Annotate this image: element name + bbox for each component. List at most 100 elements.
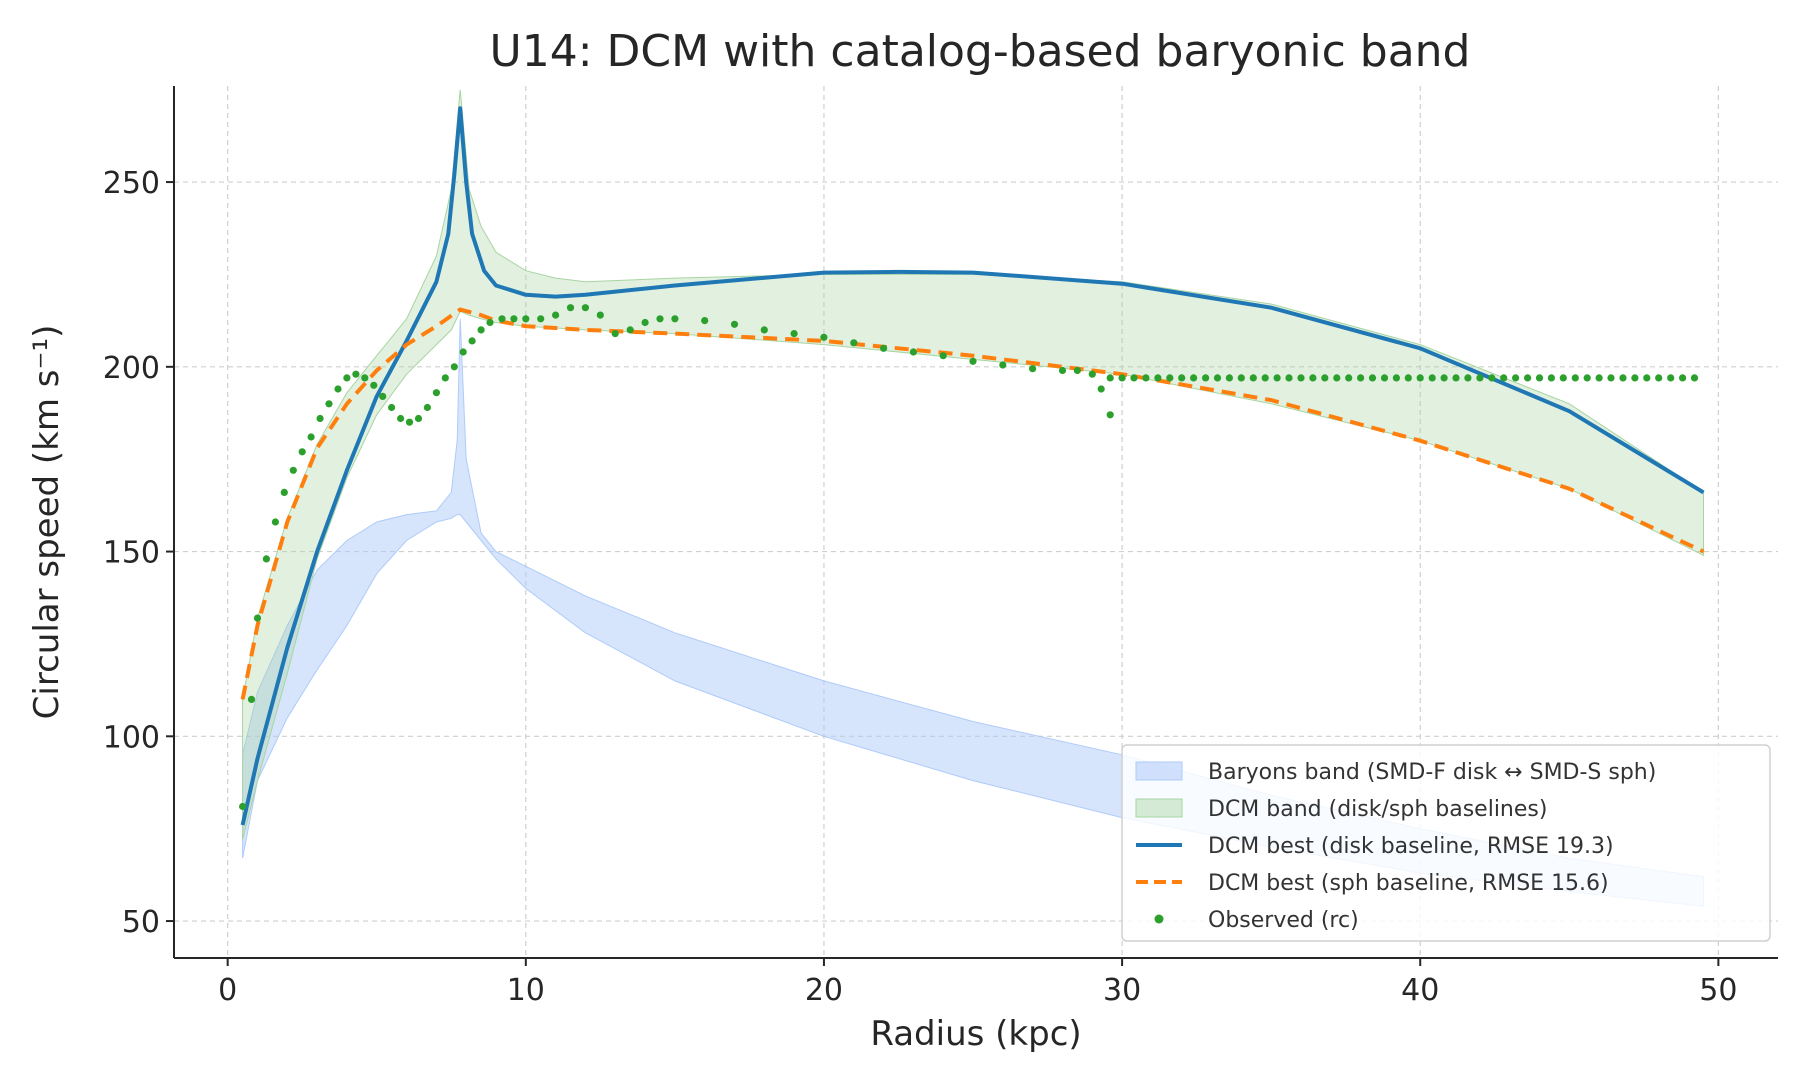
observed-point	[850, 339, 858, 347]
observed-point	[1088, 370, 1096, 378]
observed-point	[552, 311, 560, 319]
observed-point	[1166, 374, 1174, 382]
legend-label-dcm-disk: DCM best (disk baseline, RMSE 19.3)	[1208, 834, 1614, 859]
observed-point	[298, 448, 306, 456]
observed-point	[307, 433, 315, 441]
x-axis-label: Radius (kpc)	[870, 1014, 1081, 1054]
observed-point	[459, 348, 467, 356]
observed-point	[1476, 374, 1484, 382]
observed-point	[397, 414, 405, 423]
observed-point	[596, 311, 604, 319]
observed-point	[1452, 374, 1460, 382]
observed-point	[1130, 374, 1138, 382]
observed-point	[820, 333, 828, 341]
observed-point	[1106, 374, 1114, 382]
observed-point	[1488, 374, 1496, 382]
legend-swatch-dcm-band	[1135, 798, 1183, 818]
observed-point	[1178, 374, 1186, 382]
observed-point	[1321, 374, 1329, 382]
observed-point	[1500, 374, 1508, 382]
observed-point	[1428, 374, 1436, 382]
dcm-best-disk-line	[240, 106, 1705, 826]
observed-point	[760, 326, 768, 334]
observed-point	[626, 326, 634, 334]
observed-point	[656, 315, 664, 323]
observed-point	[1643, 374, 1651, 382]
observed-point	[1392, 374, 1400, 382]
legend-label-dcm-band: DCM band (disk/sph baselines)	[1208, 797, 1547, 822]
observed-point	[790, 330, 798, 338]
observed-point	[271, 518, 279, 526]
observed-point	[1345, 374, 1353, 382]
legend-swatch-baryons-band	[1135, 761, 1183, 781]
observed-point	[1667, 374, 1675, 382]
observed-point	[468, 337, 476, 345]
axis-ticks: 0 10 20 30 40 50 50 100 150 200 250	[103, 166, 1738, 1008]
observed-point	[1559, 374, 1567, 382]
observed-point	[566, 304, 575, 312]
observed-point	[450, 363, 458, 371]
observed-point	[671, 315, 679, 323]
observed-point	[280, 488, 288, 496]
observed-point	[253, 614, 262, 622]
observed-point	[1655, 374, 1663, 382]
observed-point	[1333, 374, 1341, 382]
observed-point	[432, 389, 440, 397]
x-tick-label: 0	[218, 973, 237, 1008]
observed-point	[1237, 374, 1245, 382]
y-tick-label: 50	[122, 905, 160, 940]
x-tick-label: 20	[805, 973, 843, 1008]
observed-point	[1404, 374, 1412, 382]
observed-point	[1202, 374, 1210, 382]
observed-point	[441, 374, 449, 382]
curves	[240, 106, 1705, 826]
observed-point	[1249, 374, 1257, 382]
observed-point	[939, 352, 947, 360]
y-tick-label: 250	[103, 166, 160, 201]
axes-spines	[173, 86, 1778, 959]
x-tick-label: 40	[1401, 973, 1439, 1008]
observed-point	[1607, 374, 1615, 382]
observed-point	[999, 361, 1007, 369]
y-tick-label: 200	[103, 351, 160, 386]
y-tick-label: 150	[103, 536, 160, 571]
observed-point	[370, 381, 378, 389]
observed-point	[1225, 374, 1233, 382]
chart-title: U14: DCM with catalog-based baryonic ban…	[490, 26, 1471, 77]
observed-point	[522, 315, 530, 323]
observed-point	[379, 392, 387, 400]
observed-point	[537, 315, 545, 323]
y-axis-label: Circular speed (km s⁻¹)	[27, 325, 67, 720]
observed-point	[969, 357, 977, 365]
observed-point	[247, 695, 256, 704]
observed-point	[1571, 374, 1579, 382]
observed-point	[1679, 374, 1687, 382]
observed-point	[1261, 374, 1269, 382]
observed-point	[1097, 385, 1105, 393]
observed-point	[1154, 374, 1162, 382]
observed-point	[880, 344, 888, 352]
observed-point	[343, 374, 351, 382]
observed-point	[352, 370, 360, 378]
observed-point	[1106, 411, 1114, 419]
observed-points	[239, 304, 1699, 811]
legend-label-baryons-band: Baryons band (SMD-F disk ↔ SMD-S sph)	[1208, 760, 1656, 785]
observed-point	[1416, 374, 1424, 382]
observed-point	[325, 400, 333, 408]
observed-point	[316, 414, 324, 423]
observed-point	[1619, 374, 1627, 382]
legend: Baryons band (SMD-F disk ↔ SMD-S sph) DC…	[1121, 744, 1771, 942]
observed-point	[1631, 374, 1639, 382]
observed-point	[1273, 374, 1281, 382]
observed-point	[1309, 374, 1317, 382]
observed-point	[405, 418, 414, 426]
observed-point	[486, 318, 494, 327]
legend-label-observed: Observed (rc)	[1208, 908, 1359, 933]
observed-point	[361, 374, 369, 382]
observed-point	[477, 326, 485, 334]
observed-point	[239, 802, 247, 811]
observed-point	[1440, 374, 1448, 382]
observed-point	[1547, 374, 1555, 382]
observed-point	[1142, 374, 1150, 382]
